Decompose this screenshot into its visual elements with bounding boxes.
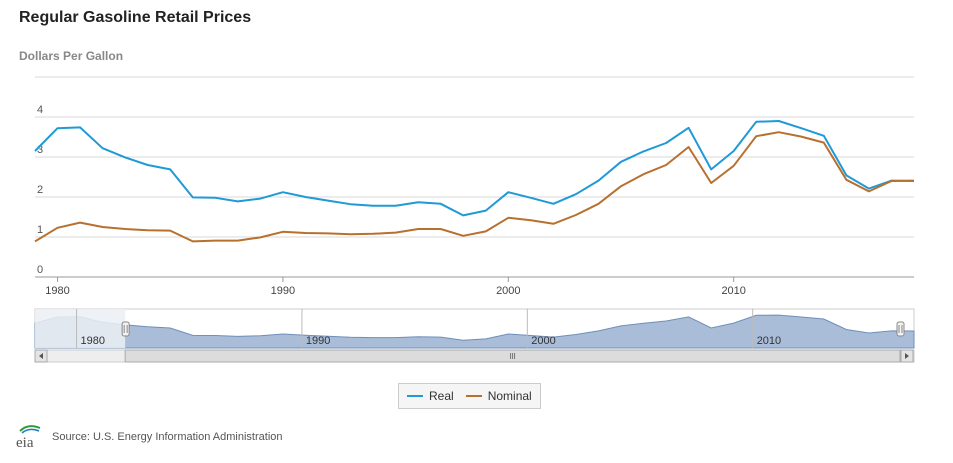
scroll-right-arrow-icon[interactable] [900, 349, 914, 363]
legend: Real Nominal [398, 383, 541, 409]
source-text: Source: U.S. Energy Information Administ… [52, 431, 283, 443]
chart-title: Regular Gasoline Retail Prices [19, 9, 252, 26]
footer: eia Source: U.S. Energy Information Admi… [14, 422, 283, 452]
chart-canvas: 0 1 2 3 4 1980 1990 2000 2010 1980 1990 2000 2010 [34, 76, 915, 363]
y-tick-3: 3 [37, 144, 43, 156]
y-tick-0: 0 [37, 264, 43, 276]
y-tick-2: 2 [37, 184, 43, 196]
legend-label-nominal: Nominal [487, 389, 532, 403]
navigator[interactable]: 1980 1990 2000 2010 [34, 308, 915, 349]
legend-swatch-real [407, 395, 423, 397]
series-line-nominal [34, 131, 915, 243]
x-tick-2000: 2000 [496, 285, 520, 297]
scroll-left-arrow-icon[interactable] [34, 349, 48, 363]
legend-item-real[interactable]: Real [407, 389, 454, 403]
navigator-area [34, 314, 915, 349]
navigator-tick-2000: 2000 [531, 335, 555, 347]
navigator-handle-right[interactable] [896, 321, 905, 337]
scrollbar-thumb[interactable] [124, 349, 901, 363]
navigator-tick-2010: 2010 [757, 335, 781, 347]
legend-swatch-nominal [465, 395, 482, 397]
y-tick-4: 4 [37, 104, 43, 116]
svg-text:eia: eia [16, 435, 34, 451]
eia-logo: eia [16, 425, 41, 451]
gridlines [35, 76, 914, 278]
y-tick-1: 1 [37, 224, 43, 236]
legend-label-real: Real [429, 389, 454, 403]
navigator-mask-left [35, 309, 126, 348]
x-tick-1980: 1980 [45, 285, 69, 297]
legend-item-nominal[interactable]: Nominal [465, 389, 532, 403]
y-axis-label: Dollars Per Gallon [19, 49, 124, 63]
x-tick-2010: 2010 [721, 285, 745, 297]
series-line-real [34, 120, 915, 217]
scrollbar[interactable] [34, 349, 915, 363]
navigator-handle-left[interactable] [121, 321, 130, 337]
navigator-tick-1980: 1980 [81, 335, 105, 347]
y-tick-labels: 0 1 2 3 4 [37, 104, 43, 276]
x-axis: 1980 1990 2000 2010 [35, 276, 914, 297]
plot-area [34, 120, 915, 243]
navigator-tick-1990: 1990 [306, 335, 330, 347]
x-tick-1990: 1990 [271, 285, 295, 297]
